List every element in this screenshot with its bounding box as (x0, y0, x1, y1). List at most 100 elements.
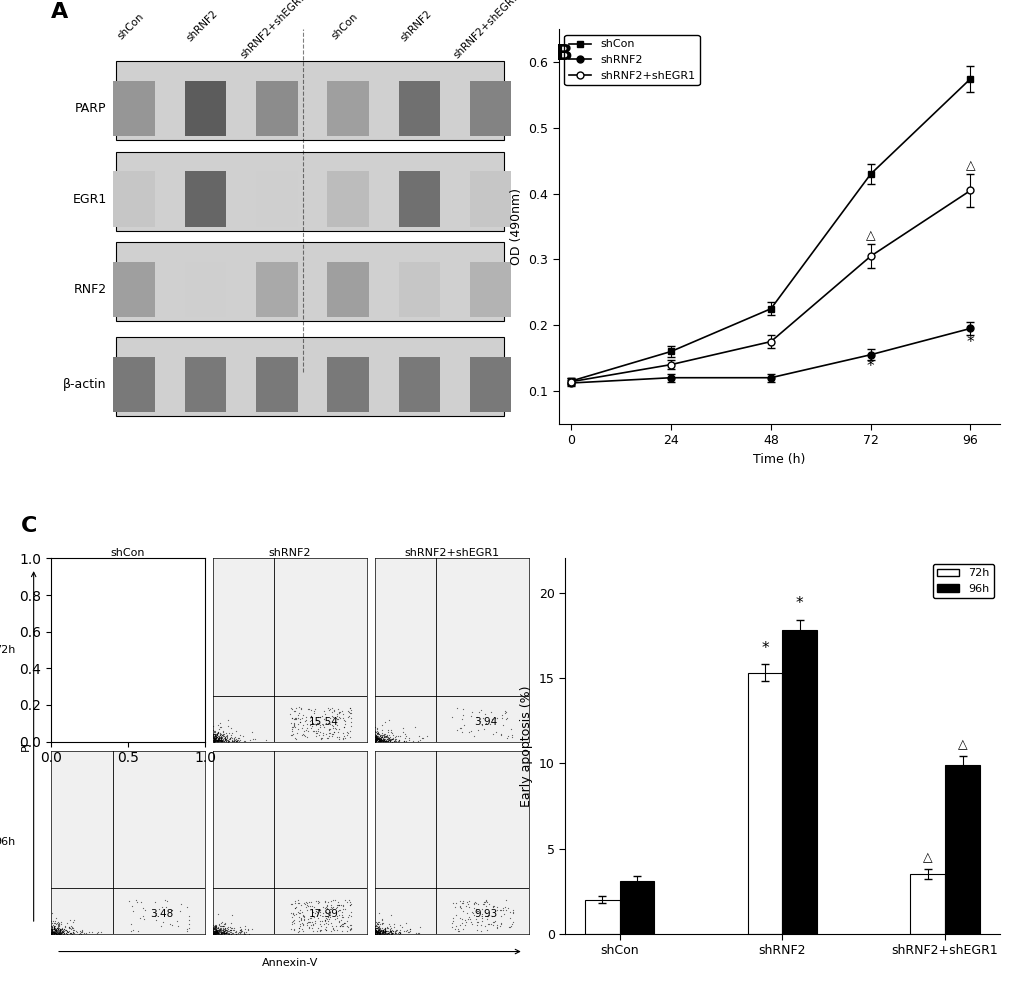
Point (320, 715, 336, 730)
Point (390, 733, 407, 749)
Point (49, 733, 65, 749)
Point (503, 726, 520, 742)
Point (368, 926, 384, 942)
X-axis label: Time (h): Time (h) (752, 453, 805, 466)
Point (449, 923, 466, 939)
Point (207, 924, 223, 940)
Point (206, 732, 222, 748)
Point (64, 730, 81, 746)
Point (309, 723, 325, 739)
Text: 96h: 96h (0, 838, 15, 847)
Point (206, 733, 222, 749)
Point (372, 733, 388, 749)
Point (373, 925, 389, 941)
Point (45, 732, 61, 748)
Point (311, 713, 327, 728)
Point (491, 918, 507, 934)
Point (335, 719, 352, 734)
Point (377, 923, 393, 939)
Point (54, 923, 70, 939)
Point (55, 733, 71, 749)
Point (50, 730, 66, 746)
Point (340, 893, 357, 908)
Point (52, 922, 68, 938)
Point (206, 923, 222, 939)
Point (155, 914, 171, 930)
Point (56, 921, 72, 937)
Point (371, 926, 387, 942)
Point (375, 925, 391, 941)
Point (48, 916, 64, 932)
Point (488, 711, 504, 726)
Point (49, 924, 65, 940)
Point (320, 916, 336, 932)
Point (237, 918, 254, 934)
Point (56, 727, 72, 743)
Point (214, 727, 230, 743)
Point (209, 923, 225, 939)
Point (212, 728, 228, 744)
Point (45, 733, 61, 749)
Point (210, 925, 226, 941)
Point (369, 731, 385, 747)
Point (44, 921, 60, 937)
Point (64, 722, 81, 737)
Point (211, 922, 227, 938)
Point (236, 733, 253, 749)
Point (381, 926, 397, 942)
Point (371, 731, 387, 747)
FancyBboxPatch shape (256, 171, 298, 227)
Point (211, 733, 227, 749)
Point (47, 922, 63, 938)
Point (215, 924, 231, 940)
Point (221, 730, 237, 746)
Point (298, 895, 314, 910)
Point (56, 922, 72, 938)
Point (312, 922, 328, 938)
Point (208, 925, 224, 941)
Point (369, 923, 385, 939)
Point (59, 723, 75, 739)
Point (70, 723, 87, 738)
Point (211, 923, 227, 939)
Point (495, 906, 512, 922)
Point (369, 733, 385, 749)
Point (219, 732, 235, 748)
Point (214, 733, 230, 749)
Point (52, 924, 68, 940)
Point (173, 726, 190, 742)
Point (382, 731, 398, 747)
Point (382, 723, 398, 738)
Point (208, 924, 224, 940)
Point (207, 924, 223, 940)
Point (46, 731, 62, 747)
Point (221, 923, 237, 939)
Point (223, 730, 239, 746)
Point (292, 910, 309, 926)
Point (43, 732, 59, 748)
Point (310, 715, 326, 730)
FancyBboxPatch shape (116, 243, 504, 321)
Point (210, 919, 226, 935)
Point (209, 733, 225, 749)
Point (367, 728, 383, 744)
Point (375, 733, 391, 749)
Point (205, 730, 221, 746)
Point (227, 733, 244, 749)
Point (83, 730, 99, 746)
Point (369, 725, 385, 741)
Point (376, 921, 392, 937)
Point (46, 919, 62, 935)
Point (298, 713, 314, 728)
Point (399, 924, 416, 940)
Point (367, 926, 383, 942)
Point (504, 902, 521, 918)
Point (396, 730, 413, 746)
Point (205, 917, 221, 933)
Point (208, 918, 224, 934)
Point (211, 925, 227, 941)
Point (371, 732, 387, 748)
Point (60, 719, 76, 734)
Point (372, 923, 388, 939)
Point (296, 727, 312, 743)
